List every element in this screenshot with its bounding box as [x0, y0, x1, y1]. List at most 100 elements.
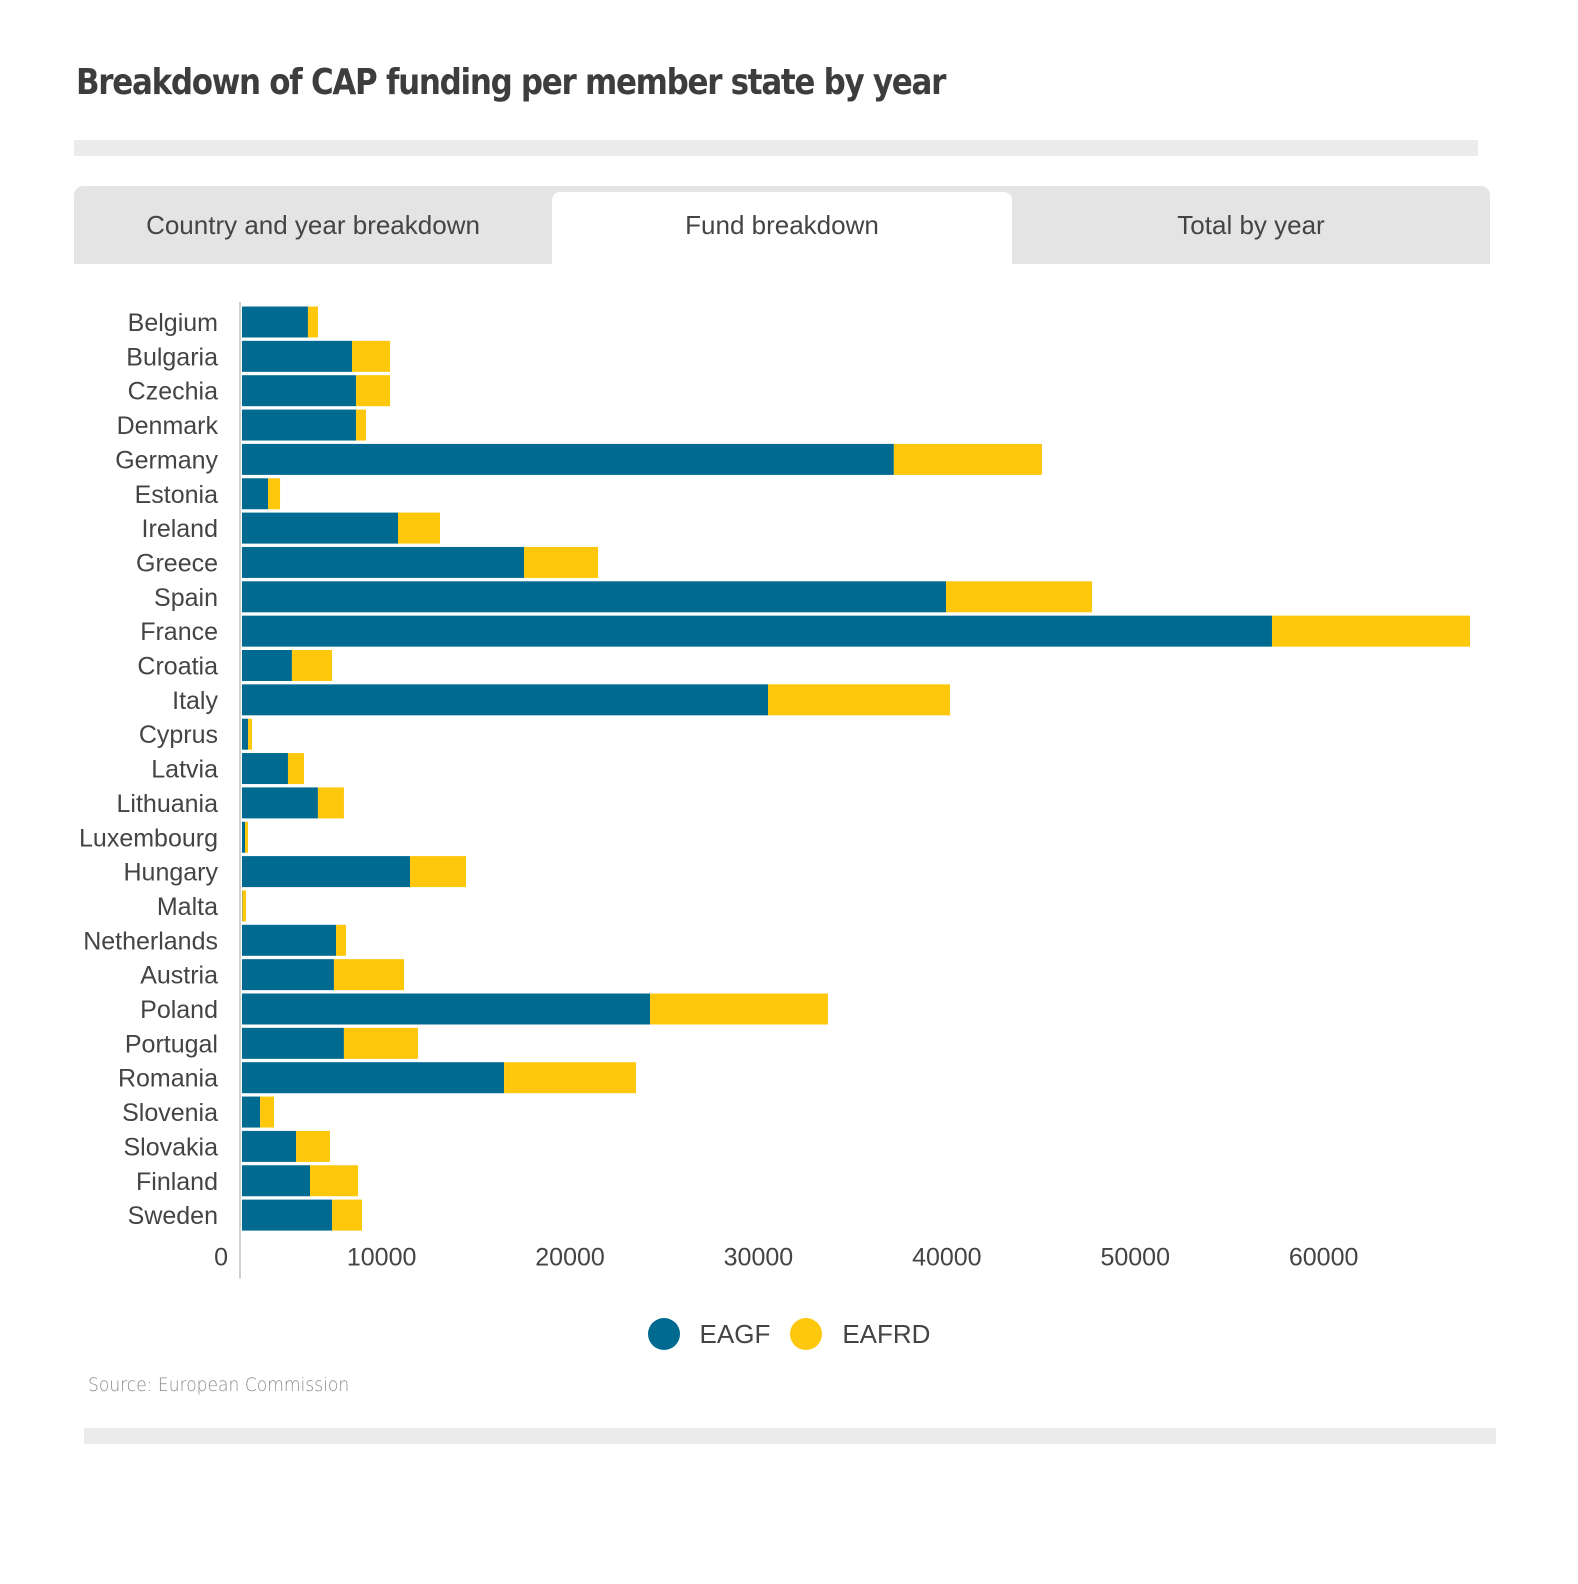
bar-eagf[interactable] [242, 959, 334, 991]
category-label: Cyprus [139, 721, 218, 749]
bar-eagf[interactable] [242, 1096, 261, 1128]
bar-eafrd[interactable] [310, 1165, 359, 1197]
bar-eafrd[interactable] [355, 409, 366, 441]
category-label: Lithuania [117, 790, 219, 818]
bar-group[interactable]: Latvia [151, 753, 304, 785]
bar-eagf[interactable] [242, 478, 268, 510]
bar-group[interactable]: Lithuania [117, 787, 344, 819]
bar-eagf[interactable] [242, 512, 398, 544]
x-tick-label: 0 [214, 1244, 228, 1272]
bar-eagf[interactable] [242, 375, 356, 407]
bar-group[interactable]: Portugal [125, 1027, 418, 1059]
bar-group[interactable]: Austria [140, 959, 405, 991]
tab-fund-breakdown[interactable]: Fund breakdown [552, 192, 1012, 264]
bar-eagf[interactable] [242, 306, 308, 338]
x-tick-label: 40000 [912, 1244, 982, 1272]
bar-group[interactable]: Belgium [128, 306, 318, 338]
category-label: Italy [172, 687, 218, 715]
bar-group[interactable]: Malta [157, 890, 246, 922]
bar-eafrd[interactable] [260, 1096, 275, 1128]
tab-total-by-year[interactable]: Total by year [1177, 209, 1325, 240]
legend-label-eagf: EAGF [699, 1318, 771, 1349]
bar-group[interactable]: Romania [118, 1062, 636, 1094]
bar-eagf[interactable] [242, 718, 249, 750]
bar-eafrd[interactable] [287, 753, 304, 785]
bar-eagf[interactable] [242, 1027, 344, 1059]
category-label: Spain [154, 584, 218, 612]
bar-eafrd[interactable] [336, 924, 346, 956]
bar-eafrd[interactable] [242, 890, 246, 922]
bar-group[interactable]: Spain [154, 581, 1093, 613]
bar-eafrd[interactable] [245, 821, 249, 853]
bar-eafrd[interactable] [768, 684, 951, 716]
bar-eagf[interactable] [242, 787, 318, 819]
bar-eafrd[interactable] [946, 581, 1093, 613]
category-label: Bulgaria [126, 343, 218, 371]
bar-group[interactable]: Denmark [117, 409, 366, 441]
bar-eafrd[interactable] [248, 718, 252, 750]
bar-group[interactable]: Cyprus [139, 718, 252, 750]
bar-eafrd[interactable] [332, 1199, 363, 1231]
bar-eafrd[interactable] [307, 306, 318, 338]
bar-eafrd[interactable] [410, 856, 467, 888]
bar-eafrd[interactable] [291, 650, 333, 681]
bar-eafrd[interactable] [267, 478, 281, 510]
bar-group[interactable]: Bulgaria [126, 340, 391, 372]
bar-group[interactable]: Hungary [124, 856, 467, 888]
bar-eafrd[interactable] [1271, 615, 1470, 647]
bar-eagf[interactable] [242, 615, 1272, 647]
bar-eagf[interactable] [242, 443, 894, 475]
bar-eagf[interactable] [242, 546, 525, 578]
bottom-divider [84, 1428, 1496, 1444]
bar-group[interactable]: Croatia [137, 650, 333, 681]
bar-eagf[interactable] [242, 581, 947, 613]
bar-eafrd[interactable] [397, 512, 441, 544]
bar-eagf[interactable] [242, 1062, 505, 1094]
bar-group[interactable]: Luxembourg [79, 821, 249, 853]
bar-group[interactable]: France [140, 615, 1470, 647]
tab-country-and-year-breakdown[interactable]: Country and year breakdown [146, 209, 480, 240]
category-label: Denmark [117, 412, 219, 440]
bar-eagf[interactable] [242, 340, 353, 372]
bar-group[interactable]: Sweden [128, 1199, 363, 1231]
bar-eagf[interactable] [242, 684, 769, 716]
bar-eagf[interactable] [242, 856, 411, 888]
bar-group[interactable]: Netherlands [83, 924, 346, 956]
bar-eafrd[interactable] [352, 340, 391, 372]
bar-eafrd[interactable] [893, 443, 1042, 475]
bar-group[interactable]: Poland [140, 993, 828, 1025]
bar-eagf[interactable] [242, 1130, 297, 1162]
bar-eafrd[interactable] [333, 959, 405, 991]
bar-group[interactable]: Germany [115, 443, 1042, 475]
bar-eafrd[interactable] [650, 993, 828, 1025]
bar-eafrd[interactable] [317, 787, 344, 819]
category-label: Portugal [125, 1030, 218, 1058]
bar-eagf[interactable] [242, 993, 651, 1025]
x-tick-label: 30000 [724, 1244, 794, 1272]
bar-group[interactable]: Italy [172, 684, 951, 716]
category-label: Estonia [135, 481, 218, 509]
bar-group[interactable]: Ireland [142, 512, 441, 544]
bar-group[interactable]: Greece [136, 546, 599, 578]
bar-eafrd[interactable] [504, 1062, 636, 1094]
bar-eagf[interactable] [242, 821, 246, 853]
bar-group[interactable]: Czechia [128, 375, 391, 407]
bar-eagf[interactable] [242, 924, 337, 956]
legend-item-eagf[interactable]: EAGF [647, 1318, 771, 1350]
legend-item-eafrd[interactable]: EAFRD [790, 1318, 930, 1350]
bar-eafrd[interactable] [343, 1027, 418, 1059]
bar-eagf[interactable] [242, 753, 288, 785]
bar-group[interactable]: Slovakia [124, 1130, 330, 1162]
category-label: Poland [140, 996, 218, 1024]
bar-group[interactable]: Slovenia [122, 1096, 275, 1128]
bar-group[interactable]: Finland [136, 1165, 359, 1197]
bar-eafrd[interactable] [355, 375, 391, 407]
bar-eagf[interactable] [242, 650, 292, 681]
bar-eafrd[interactable] [296, 1130, 330, 1162]
category-label: Croatia [137, 653, 218, 681]
bar-group[interactable]: Estonia [135, 478, 281, 510]
bar-eagf[interactable] [242, 1165, 311, 1197]
bar-eafrd[interactable] [524, 546, 599, 578]
bar-eagf[interactable] [242, 1199, 333, 1231]
bar-eagf[interactable] [242, 409, 356, 441]
